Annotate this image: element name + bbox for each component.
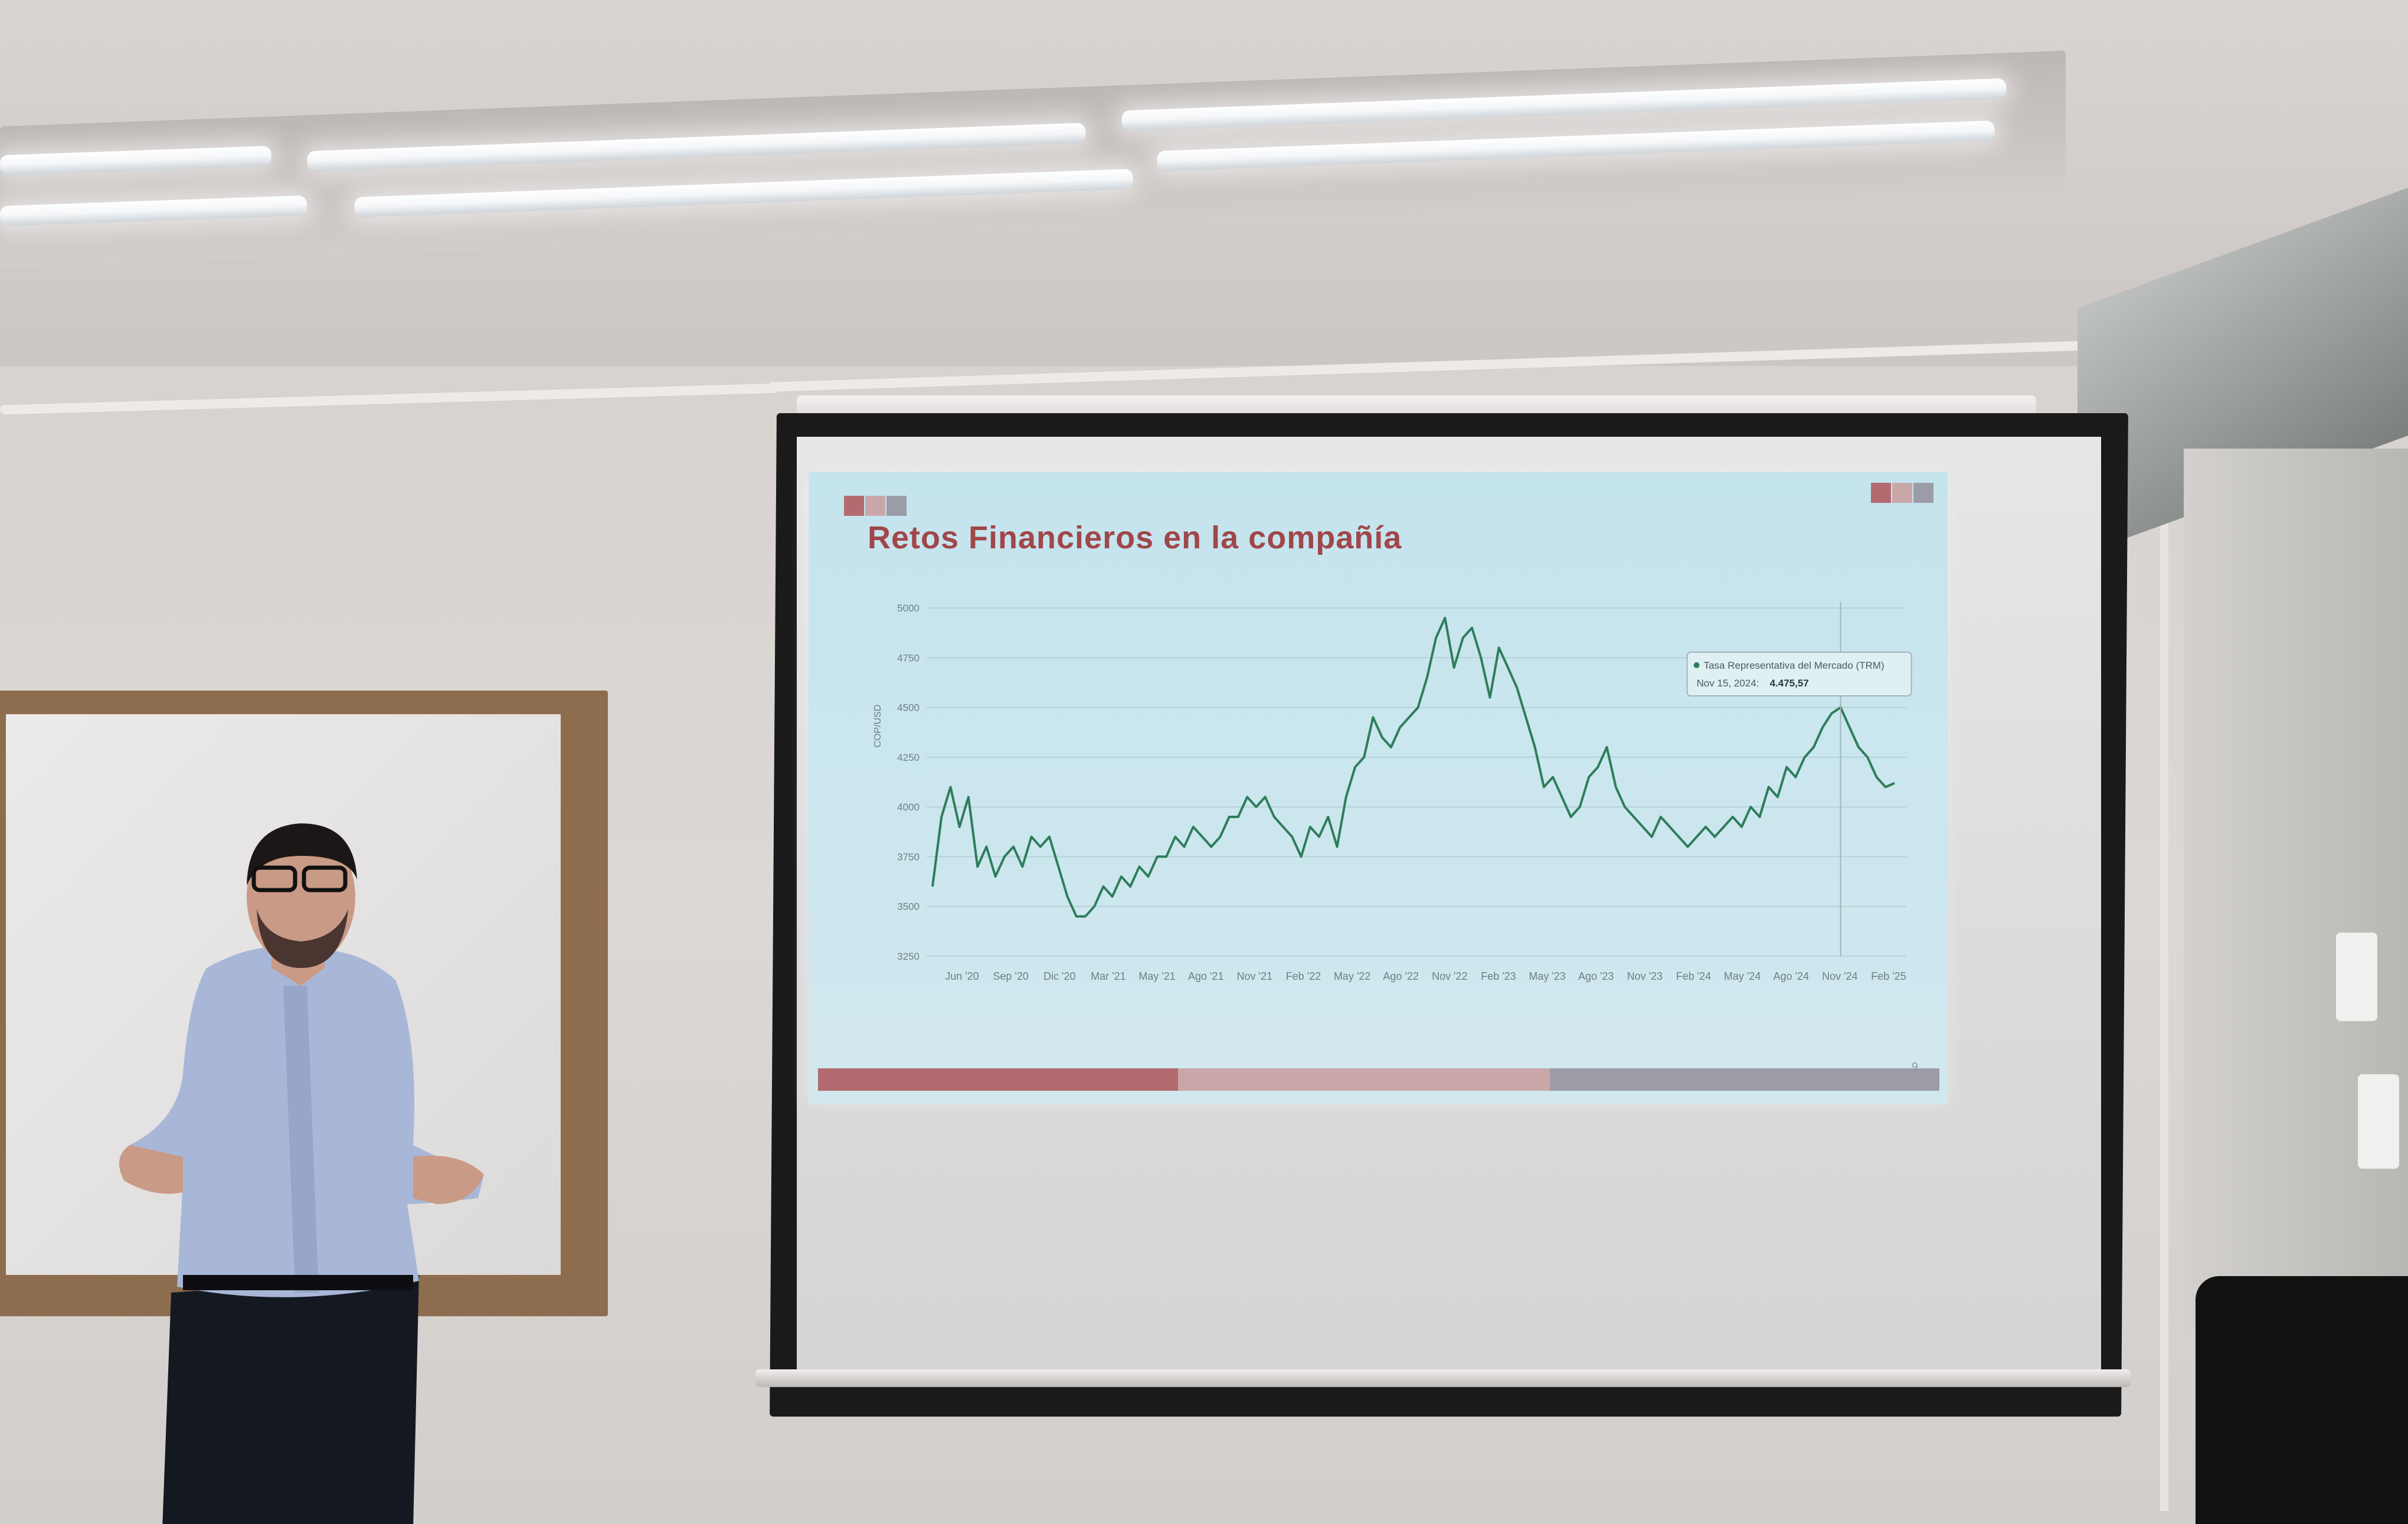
tooltip-box — [1686, 652, 1912, 696]
chart-tooltip: Tasa Representativa del Mercado (TRM) No… — [1686, 652, 1912, 696]
office-chair — [2196, 1276, 2408, 1524]
y-tick-label: 4500 — [897, 702, 920, 714]
x-tick-label: May '23 — [1529, 970, 1565, 982]
x-tick-label: Ago '23 — [1578, 970, 1614, 982]
slide-title: Retos Financieros en la compañía — [868, 520, 1402, 555]
x-tick-label: Feb '25 — [1871, 970, 1906, 982]
x-tick-label: Nov '23 — [1627, 970, 1663, 982]
x-tick-label: Dic '20 — [1043, 970, 1075, 982]
x-axis-ticks: Jun '20 Sep '20 Dic '20 Mar '21 May '21 Ago '… — [945, 970, 1906, 982]
x-tick-label: Feb '22 — [1286, 970, 1321, 982]
slide-decoration-square — [1892, 483, 1912, 503]
x-tick-label: Jun '20 — [945, 970, 979, 982]
y-tick-label: 4750 — [897, 652, 920, 663]
slide-decoration-square — [1871, 483, 1891, 503]
presenter-shirt-shadow — [283, 986, 319, 1293]
footer-segment — [818, 1068, 1178, 1091]
ac-remote-holder — [2358, 1074, 2399, 1169]
x-tick-label: Feb '23 — [1481, 970, 1516, 982]
glasses-icon — [302, 865, 348, 892]
projector-screen-bottom-bar — [755, 1369, 2131, 1387]
slide-decoration-square — [886, 496, 907, 516]
x-tick-label: Nov '21 — [1237, 970, 1272, 982]
line-chart: 3250 3500 3750 4000 4250 4500 4750 5000 Jun '20… — [873, 602, 1912, 982]
presentation-slide: Retos Financieros en la compañía 3250 350… — [809, 472, 1948, 1104]
trm-series-line — [931, 616, 1895, 918]
slide-decoration-square — [865, 496, 885, 516]
presenter-belt — [183, 1275, 413, 1290]
x-tick-label: Nov '24 — [1822, 970, 1857, 982]
wall-conduit — [2160, 331, 2168, 1511]
wall-conduit — [0, 383, 779, 415]
chart-grid — [927, 607, 1906, 957]
presenter-beard — [257, 909, 348, 968]
glasses-icon — [251, 865, 297, 892]
tooltip-date: Nov 15, 2024: — [1697, 678, 1759, 689]
x-tick-label: Mar '21 — [1091, 970, 1126, 982]
slide-page-number: 9 — [1911, 1061, 1918, 1074]
presenter-hair — [247, 823, 357, 885]
x-tick-label: Feb '24 — [1676, 970, 1711, 982]
wall-pillar — [2184, 449, 2408, 1334]
y-axis-label: COP/USD — [873, 705, 883, 748]
presenter — [119, 823, 484, 1524]
y-tick-label: 3250 — [897, 951, 920, 962]
slide-decoration-square — [844, 496, 864, 516]
slide-footer-bar — [818, 1068, 1939, 1091]
footer-segment — [1550, 1068, 1939, 1091]
y-tick-label: 5000 — [897, 603, 920, 614]
x-tick-label: May '24 — [1724, 970, 1761, 982]
x-tick-label: Nov '22 — [1432, 970, 1467, 982]
tooltip-series-name: Tasa Representativa del Mercado (TRM) — [1704, 660, 1884, 671]
x-tick-label: Sep '20 — [993, 970, 1029, 982]
presenter-trousers — [162, 1275, 419, 1524]
presenter-left-hand — [119, 1145, 183, 1194]
tooltip-value: 4.475,57 — [1770, 678, 1809, 689]
thermostat-panel — [2336, 933, 2377, 1021]
y-axis-ticks: 3250 3500 3750 4000 4250 4500 4750 5000 — [897, 603, 920, 962]
y-tick-label: 4000 — [897, 802, 920, 813]
presenter-right-hand — [413, 1156, 484, 1204]
y-tick-label: 4250 — [897, 752, 920, 763]
x-tick-label: May '22 — [1334, 970, 1370, 982]
x-tick-label: Ago '22 — [1383, 970, 1419, 982]
x-tick-label: Ago '21 — [1188, 970, 1224, 982]
x-tick-label: Ago '24 — [1773, 970, 1809, 982]
slide-decoration-square — [1913, 483, 1933, 503]
footer-segment — [1178, 1068, 1550, 1091]
presenter-head — [247, 828, 355, 967]
tooltip-series-dot — [1693, 662, 1700, 668]
y-tick-label: 3500 — [897, 901, 920, 913]
y-tick-label: 3750 — [897, 851, 920, 862]
x-tick-label: May '21 — [1138, 970, 1175, 982]
